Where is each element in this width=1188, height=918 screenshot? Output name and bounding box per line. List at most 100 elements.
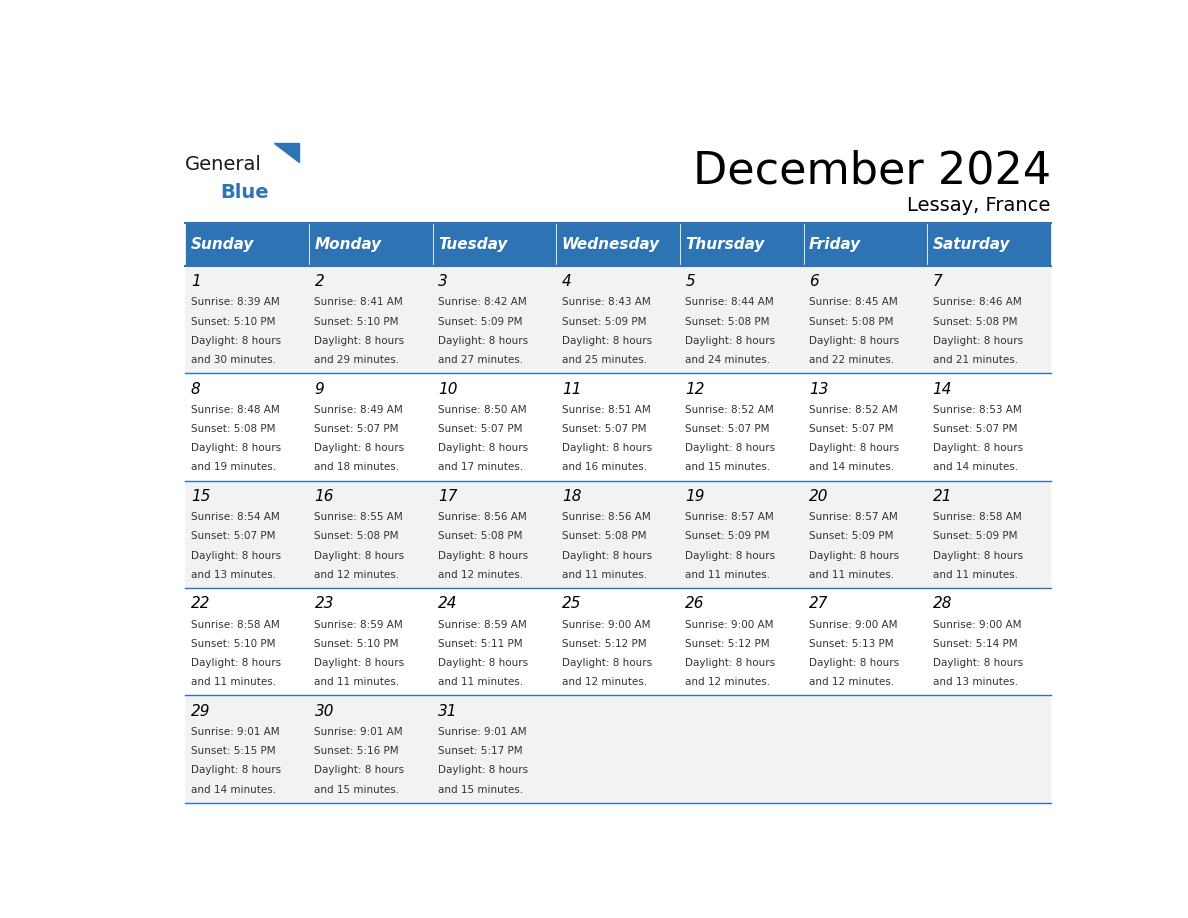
- FancyBboxPatch shape: [803, 265, 927, 373]
- Text: Sunrise: 9:00 AM: Sunrise: 9:00 AM: [685, 620, 773, 630]
- Text: and 17 minutes.: and 17 minutes.: [438, 462, 523, 472]
- Text: Sunrise: 8:54 AM: Sunrise: 8:54 AM: [191, 512, 279, 522]
- Text: and 12 minutes.: and 12 minutes.: [438, 569, 523, 579]
- FancyBboxPatch shape: [432, 223, 556, 265]
- Text: Sunrise: 9:01 AM: Sunrise: 9:01 AM: [191, 727, 279, 737]
- Text: Daylight: 8 hours: Daylight: 8 hours: [191, 443, 282, 453]
- FancyBboxPatch shape: [309, 373, 432, 480]
- Text: 14: 14: [933, 382, 952, 397]
- FancyBboxPatch shape: [803, 588, 927, 696]
- FancyBboxPatch shape: [185, 588, 309, 696]
- FancyBboxPatch shape: [432, 480, 556, 588]
- Text: Sunset: 5:13 PM: Sunset: 5:13 PM: [809, 639, 893, 649]
- Text: and 11 minutes.: and 11 minutes.: [562, 569, 647, 579]
- Text: 21: 21: [933, 489, 952, 504]
- Text: Sunset: 5:08 PM: Sunset: 5:08 PM: [933, 317, 1017, 327]
- Text: Daylight: 8 hours: Daylight: 8 hours: [933, 551, 1023, 561]
- FancyBboxPatch shape: [680, 265, 803, 373]
- Text: and 11 minutes.: and 11 minutes.: [315, 677, 399, 687]
- Text: Sunset: 5:08 PM: Sunset: 5:08 PM: [562, 532, 646, 542]
- Text: Sunset: 5:08 PM: Sunset: 5:08 PM: [685, 317, 770, 327]
- FancyBboxPatch shape: [185, 373, 309, 480]
- Text: and 21 minutes.: and 21 minutes.: [933, 354, 1018, 364]
- Text: Daylight: 8 hours: Daylight: 8 hours: [191, 658, 282, 668]
- Text: Sunset: 5:07 PM: Sunset: 5:07 PM: [809, 424, 893, 434]
- Text: Sunset: 5:14 PM: Sunset: 5:14 PM: [933, 639, 1017, 649]
- Text: 5: 5: [685, 274, 695, 289]
- Text: Sunset: 5:10 PM: Sunset: 5:10 PM: [315, 317, 399, 327]
- Text: Sunrise: 9:00 AM: Sunrise: 9:00 AM: [809, 620, 898, 630]
- Text: and 24 minutes.: and 24 minutes.: [685, 354, 771, 364]
- Text: Sunset: 5:09 PM: Sunset: 5:09 PM: [562, 317, 646, 327]
- Text: 27: 27: [809, 597, 828, 611]
- Text: Sunrise: 8:52 AM: Sunrise: 8:52 AM: [685, 405, 775, 415]
- Text: Sunset: 5:16 PM: Sunset: 5:16 PM: [315, 746, 399, 756]
- Text: Daylight: 8 hours: Daylight: 8 hours: [809, 443, 899, 453]
- Text: 26: 26: [685, 597, 704, 611]
- Text: 7: 7: [933, 274, 942, 289]
- Text: 22: 22: [191, 597, 210, 611]
- Text: Sunrise: 8:52 AM: Sunrise: 8:52 AM: [809, 405, 898, 415]
- Text: 31: 31: [438, 704, 457, 719]
- Text: 10: 10: [438, 382, 457, 397]
- Text: Friday: Friday: [809, 237, 861, 252]
- FancyBboxPatch shape: [432, 588, 556, 696]
- Text: and 25 minutes.: and 25 minutes.: [562, 354, 647, 364]
- Text: Sunrise: 8:56 AM: Sunrise: 8:56 AM: [438, 512, 526, 522]
- Text: Daylight: 8 hours: Daylight: 8 hours: [562, 336, 652, 346]
- Text: 11: 11: [562, 382, 581, 397]
- Text: Sunset: 5:09 PM: Sunset: 5:09 PM: [809, 532, 893, 542]
- Text: Daylight: 8 hours: Daylight: 8 hours: [191, 551, 282, 561]
- Text: Daylight: 8 hours: Daylight: 8 hours: [685, 443, 776, 453]
- Text: and 13 minutes.: and 13 minutes.: [933, 677, 1018, 687]
- Text: Daylight: 8 hours: Daylight: 8 hours: [315, 551, 405, 561]
- FancyBboxPatch shape: [185, 265, 309, 373]
- Text: Sunset: 5:09 PM: Sunset: 5:09 PM: [685, 532, 770, 542]
- Text: and 30 minutes.: and 30 minutes.: [191, 354, 276, 364]
- Text: Sunrise: 8:44 AM: Sunrise: 8:44 AM: [685, 297, 775, 308]
- Text: Daylight: 8 hours: Daylight: 8 hours: [685, 551, 776, 561]
- Text: Sunrise: 8:45 AM: Sunrise: 8:45 AM: [809, 297, 898, 308]
- Text: Sunrise: 9:01 AM: Sunrise: 9:01 AM: [438, 727, 526, 737]
- Text: Daylight: 8 hours: Daylight: 8 hours: [438, 336, 529, 346]
- FancyBboxPatch shape: [680, 696, 803, 803]
- Text: Sunrise: 8:41 AM: Sunrise: 8:41 AM: [315, 297, 403, 308]
- Text: and 13 minutes.: and 13 minutes.: [191, 569, 276, 579]
- Text: Sunrise: 8:56 AM: Sunrise: 8:56 AM: [562, 512, 651, 522]
- Text: 16: 16: [315, 489, 334, 504]
- Text: Sunset: 5:12 PM: Sunset: 5:12 PM: [562, 639, 646, 649]
- FancyBboxPatch shape: [803, 696, 927, 803]
- FancyBboxPatch shape: [556, 696, 680, 803]
- FancyBboxPatch shape: [927, 696, 1051, 803]
- FancyBboxPatch shape: [309, 223, 432, 265]
- Text: Daylight: 8 hours: Daylight: 8 hours: [809, 658, 899, 668]
- Text: and 16 minutes.: and 16 minutes.: [562, 462, 647, 472]
- Text: and 15 minutes.: and 15 minutes.: [315, 785, 399, 794]
- Text: Daylight: 8 hours: Daylight: 8 hours: [685, 658, 776, 668]
- Text: Daylight: 8 hours: Daylight: 8 hours: [191, 766, 282, 776]
- FancyBboxPatch shape: [556, 373, 680, 480]
- Text: and 11 minutes.: and 11 minutes.: [809, 569, 895, 579]
- FancyBboxPatch shape: [803, 480, 927, 588]
- Text: 9: 9: [315, 382, 324, 397]
- FancyBboxPatch shape: [432, 265, 556, 373]
- Text: 24: 24: [438, 597, 457, 611]
- Text: Monday: Monday: [315, 237, 381, 252]
- Text: 29: 29: [191, 704, 210, 719]
- Text: Sunrise: 8:42 AM: Sunrise: 8:42 AM: [438, 297, 526, 308]
- Text: Sunday: Sunday: [191, 237, 254, 252]
- Text: Daylight: 8 hours: Daylight: 8 hours: [438, 551, 529, 561]
- Text: Sunset: 5:11 PM: Sunset: 5:11 PM: [438, 639, 523, 649]
- Text: Daylight: 8 hours: Daylight: 8 hours: [562, 551, 652, 561]
- Text: Sunset: 5:07 PM: Sunset: 5:07 PM: [438, 424, 523, 434]
- Text: Sunset: 5:07 PM: Sunset: 5:07 PM: [685, 424, 770, 434]
- Text: Sunrise: 8:59 AM: Sunrise: 8:59 AM: [438, 620, 526, 630]
- Text: Daylight: 8 hours: Daylight: 8 hours: [315, 658, 405, 668]
- Text: and 12 minutes.: and 12 minutes.: [562, 677, 647, 687]
- Text: Daylight: 8 hours: Daylight: 8 hours: [933, 336, 1023, 346]
- Text: Sunset: 5:08 PM: Sunset: 5:08 PM: [809, 317, 893, 327]
- Text: Sunset: 5:08 PM: Sunset: 5:08 PM: [438, 532, 523, 542]
- Text: Wednesday: Wednesday: [562, 237, 659, 252]
- FancyBboxPatch shape: [309, 265, 432, 373]
- Text: Sunrise: 9:00 AM: Sunrise: 9:00 AM: [562, 620, 650, 630]
